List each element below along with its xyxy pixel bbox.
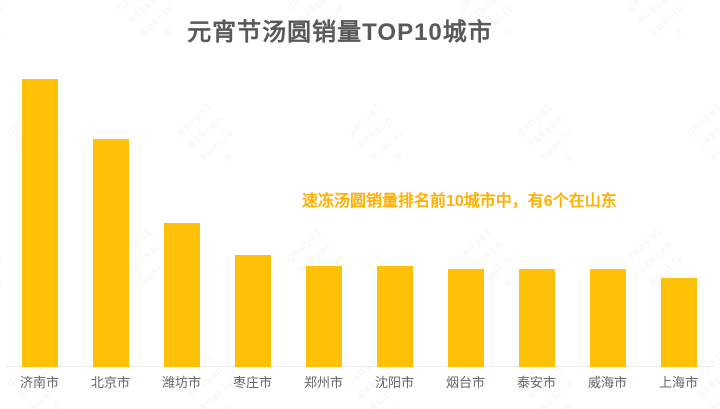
bar-column xyxy=(217,79,288,367)
bar-烟台市 xyxy=(447,269,484,367)
x-axis-label-cell: 泰安市 xyxy=(501,372,572,392)
x-axis-label-cell: 枣庄市 xyxy=(217,372,288,392)
bar-column xyxy=(430,79,501,367)
x-axis-label-cell: 郑州市 xyxy=(288,372,359,392)
x-axis-label-cell: 威海市 xyxy=(572,372,643,392)
x-axis-label: 枣庄市 xyxy=(232,375,272,390)
x-axis-label-cell: 潍坊市 xyxy=(146,372,217,392)
bar-威海市 xyxy=(589,269,626,367)
bar-column xyxy=(4,79,75,367)
x-axis-label: 上海市 xyxy=(658,375,698,390)
bar-column xyxy=(501,79,572,367)
x-axis-labels: 济南市 北京市 潍坊市 枣庄市 郑州市 沈阳市 烟台市 泰安市 威海市 上海市 xyxy=(4,372,714,392)
x-axis-label: 沈阳市 xyxy=(374,375,414,390)
x-axis-label-cell: 沈阳市 xyxy=(359,372,430,392)
bar-series xyxy=(4,79,714,367)
x-axis-line xyxy=(6,366,714,367)
x-axis-label: 济南市 xyxy=(19,375,59,390)
x-axis-label: 北京市 xyxy=(90,375,130,390)
annotation-text: 速冻汤圆销量排名前10城市中，有6个在山东 xyxy=(302,193,617,210)
bar-column xyxy=(288,79,359,367)
chart-title: 元宵节汤圆销量TOP10城市 xyxy=(187,19,493,46)
bar-column xyxy=(643,79,714,367)
x-axis-label-cell: 济南市 xyxy=(4,372,75,392)
bar-枣庄市 xyxy=(234,254,271,367)
x-axis-label: 潍坊市 xyxy=(161,375,201,390)
bar-column xyxy=(572,79,643,367)
bar-column xyxy=(359,79,430,367)
x-axis-label-cell: 烟台市 xyxy=(430,372,501,392)
bar-column xyxy=(146,79,217,367)
bar-沈阳市 xyxy=(376,266,413,367)
x-axis-label: 威海市 xyxy=(587,375,627,390)
bar-column xyxy=(75,79,146,367)
bar-郑州市 xyxy=(305,266,342,367)
x-axis-label: 郑州市 xyxy=(303,375,343,390)
x-axis-label: 泰安市 xyxy=(516,375,556,390)
bar-北京市 xyxy=(92,139,129,367)
bar-上海市 xyxy=(660,277,697,367)
x-axis-label-cell: 上海市 xyxy=(643,372,714,392)
bar-泰安市 xyxy=(518,269,555,367)
x-axis-label: 烟台市 xyxy=(445,375,485,390)
bar-潍坊市 xyxy=(163,223,200,367)
bar-济南市 xyxy=(21,79,58,367)
x-axis-label-cell: 北京市 xyxy=(75,372,146,392)
